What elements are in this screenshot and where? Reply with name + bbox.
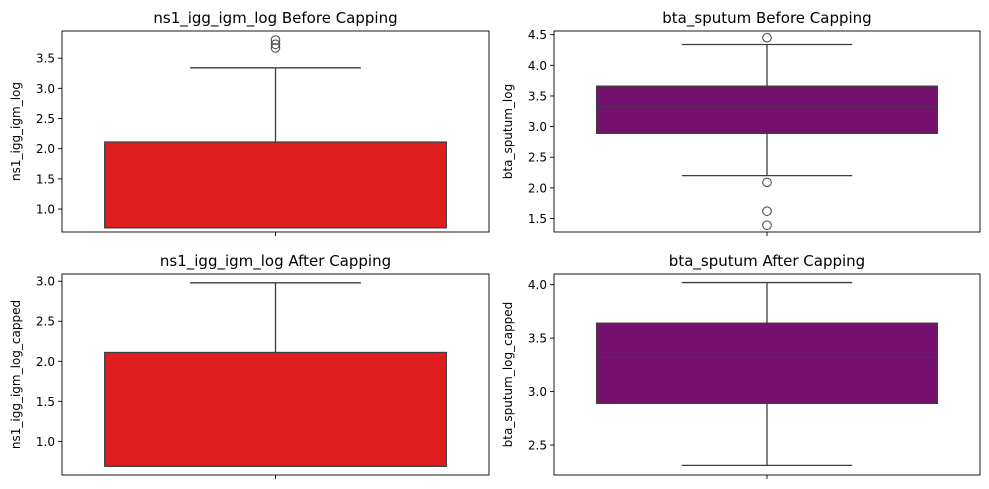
panel-bta-after: bta_sputum After Capping bta_sputum_log_… xyxy=(501,252,981,479)
y-tick-label: 2.5 xyxy=(36,112,55,126)
y-tick-label: 4.5 xyxy=(528,28,547,42)
outlier-point xyxy=(270,39,281,50)
outlier-point xyxy=(762,32,772,43)
y-tick-label: 3.0 xyxy=(36,275,55,289)
panel-title: bta_sputum After Capping xyxy=(669,252,865,271)
y-tick-label: 2.0 xyxy=(36,355,55,369)
y-tick-label: 4.0 xyxy=(528,59,547,73)
outlier-point xyxy=(270,35,281,45)
iqr-box xyxy=(104,141,447,229)
y-tick-label: 2.0 xyxy=(528,181,547,195)
iqr-box xyxy=(595,322,939,405)
outlier-point xyxy=(762,177,772,188)
outlier-point xyxy=(762,206,772,216)
outlier-point xyxy=(270,43,281,53)
y-tick-label: 3.0 xyxy=(36,82,55,96)
panel-title: bta_sputum Before Capping xyxy=(662,9,871,28)
y-axis-label: ns1_igg_igm_log xyxy=(9,82,23,181)
y-tick-label: 1.5 xyxy=(528,212,547,226)
panel-bta-before: bta_sputum Before Capping bta_sputum_log… xyxy=(501,9,981,236)
y-tick-label: 2.5 xyxy=(36,315,55,329)
y-tick-label: 3.0 xyxy=(528,120,547,134)
y-axis-label: bta_sputum_log_capped xyxy=(501,302,515,448)
y-axis-label: bta_sputum_log xyxy=(501,84,515,179)
y-tick-label: 2.5 xyxy=(528,439,547,453)
panel-ns1-after: ns1_igg_igm_log After Capping ns1_igg_ig… xyxy=(9,252,490,479)
y-tick-label: 2.0 xyxy=(36,142,55,156)
y-tick-label: 1.5 xyxy=(36,172,55,186)
y-tick-label: 3.5 xyxy=(528,332,547,346)
outlier-point xyxy=(762,220,772,231)
iqr-box xyxy=(104,351,447,467)
iqr-box xyxy=(595,85,939,134)
y-tick-label: 3.5 xyxy=(36,52,55,66)
panel-title: ns1_igg_igm_log Before Capping xyxy=(153,9,397,28)
y-axis-label: ns1_igg_igm_log_capped xyxy=(9,300,23,449)
panel-title: ns1_igg_igm_log After Capping xyxy=(160,252,391,271)
y-tick-label: 4.0 xyxy=(528,278,547,292)
panel-ns1-before: ns1_igg_igm_log Before Capping ns1_igg_i… xyxy=(9,9,490,236)
y-tick-label: 1.0 xyxy=(36,203,55,217)
y-tick-label: 3.0 xyxy=(528,385,547,399)
y-tick-label: 1.5 xyxy=(36,395,55,409)
y-tick-label: 2.5 xyxy=(528,151,547,165)
y-tick-label: 3.5 xyxy=(528,89,547,103)
y-tick-label: 1.0 xyxy=(36,435,55,449)
